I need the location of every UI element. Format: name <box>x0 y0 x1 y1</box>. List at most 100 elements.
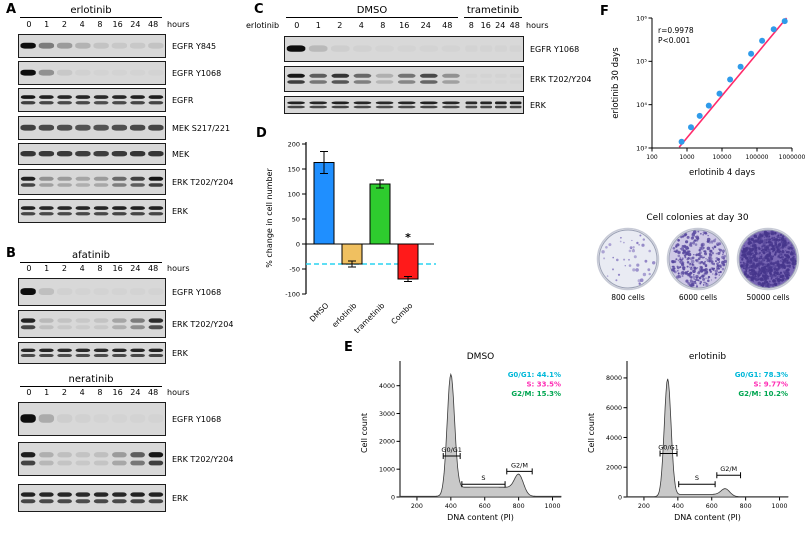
blot-afatinib-egfr-y1068 <box>18 278 166 306</box>
svg-text:S: S <box>481 474 485 482</box>
lane-number: 4 <box>358 21 364 30</box>
blot-c-erk-label: ERK <box>530 100 546 110</box>
panel-c-dmso-lane-numbers: 0 1 2 4 8 16 24 48 <box>286 21 458 31</box>
svg-text:400: 400 <box>445 503 457 510</box>
svg-text:10⁵: 10⁵ <box>636 58 647 66</box>
blot-bands <box>20 288 55 296</box>
blot-bands <box>20 492 164 504</box>
lane-number: 48 <box>148 264 159 273</box>
blot-a-mek-s217-221-label: MEK S217/221 <box>172 123 231 133</box>
svg-text:DNA content (PI): DNA content (PI) <box>674 513 741 522</box>
blot-neratinib-egfr-y1068 <box>18 402 166 436</box>
svg-text:r=0.9978: r=0.9978 <box>658 26 694 35</box>
svg-text:3000: 3000 <box>379 411 395 418</box>
lane-number: 24 <box>130 264 141 273</box>
panel-c-hours-label: hours <box>526 21 549 30</box>
lane-number: 48 <box>148 388 159 397</box>
blot-a-egfr-y845 <box>18 34 166 58</box>
svg-text:8000: 8000 <box>606 375 622 382</box>
blot-bands-trametinib <box>464 67 523 91</box>
lane-number: 1 <box>315 21 321 30</box>
cell-number-bar-chart: -100 -50 0 50 100 150 200 DMSO erlotinibtrametin… <box>265 141 436 335</box>
blot-neratinib-egfr-y1068-label: EGFR Y1068 <box>172 414 222 424</box>
blot-a-erk <box>18 199 166 223</box>
svg-text:2000: 2000 <box>379 439 395 446</box>
svg-text:S: 9.77%: S: 9.77% <box>753 381 788 389</box>
svg-text:4000: 4000 <box>379 383 395 390</box>
panel-a-lane-numbers: 0 1 2 4 8 16 24 48 <box>20 20 162 30</box>
svg-text:6000: 6000 <box>606 405 622 412</box>
lane-number: 24 <box>130 20 141 29</box>
blot-bands-dmso <box>287 101 460 109</box>
colony-label-6000: 6000 cells <box>678 293 718 302</box>
svg-text:1000: 1000 <box>772 503 788 510</box>
lane-number: 16 <box>112 388 123 397</box>
svg-text:200: 200 <box>288 141 300 149</box>
svg-text:0: 0 <box>296 241 300 249</box>
colony-label-50000: 50000 cells <box>746 293 790 302</box>
blot-bands <box>20 318 164 330</box>
svg-text:100: 100 <box>288 191 300 199</box>
blot-a-egfr-y845-label: EGFR Y845 <box>172 41 217 51</box>
colonies-title: Cell colonies at day 30 <box>646 213 749 223</box>
lane-number: 1 <box>44 20 50 29</box>
blot-bands <box>20 452 164 466</box>
svg-text:DMSO: DMSO <box>308 301 331 324</box>
svg-text:DNA content (PI): DNA content (PI) <box>447 513 514 522</box>
svg-text:100: 100 <box>646 154 658 161</box>
lane-number: 8 <box>380 21 386 30</box>
blot-bands <box>20 42 164 49</box>
panel-a-drug-header: erlotinib <box>20 5 162 18</box>
panel-b-neratinib-header: neratinib <box>20 374 162 387</box>
blot-neratinib-erk-label: ERK <box>172 493 188 503</box>
lane-number: 48 <box>509 21 520 30</box>
svg-text:1000000: 1000000 <box>779 154 806 161</box>
blot-bands-trametinib <box>465 101 522 109</box>
svg-text:erlotinib 30 days: erlotinib 30 days <box>611 47 621 119</box>
lane-number: 16 <box>112 264 123 273</box>
svg-text:G2/M: G2/M <box>511 461 528 469</box>
svg-text:200: 200 <box>411 503 423 510</box>
svg-text:% change in cell number: % change in cell number <box>265 168 274 268</box>
svg-text:erlotinib: erlotinib <box>330 301 358 329</box>
svg-text:10000: 10000 <box>712 154 731 161</box>
blot-a-egfr-label: EGFR <box>172 95 194 105</box>
lane-number: 8 <box>97 264 103 273</box>
blot-a-erk-t202-y204-label: ERK T202/Y204 <box>172 177 234 187</box>
panel-c-trametinib-lane-numbers: 8 16 24 48 <box>464 21 522 31</box>
svg-text:10⁴: 10⁴ <box>636 101 647 109</box>
panel-b-afatinib-lane-numbers: 0 1 2 4 8 16 24 48 <box>20 264 162 274</box>
lane-number: 2 <box>61 264 67 273</box>
svg-text:G2/M: 10.2%: G2/M: 10.2% <box>738 390 788 398</box>
lane-number: 8 <box>97 20 103 29</box>
lane-number: 48 <box>148 20 159 29</box>
panel-b-label: B <box>6 246 16 261</box>
lane-number: 0 <box>26 388 32 397</box>
svg-text:1000: 1000 <box>545 503 561 510</box>
lane-number: 1 <box>44 264 50 273</box>
colony-image-6000-cells <box>666 227 730 291</box>
lane-number: 1 <box>44 388 50 397</box>
lane-number: 48 <box>442 21 453 30</box>
blot-c-erk-t202-y204 <box>284 66 524 92</box>
svg-text:Cell count: Cell count <box>587 413 596 453</box>
blot-neratinib-erk <box>18 484 166 512</box>
svg-text:-50: -50 <box>289 266 300 274</box>
blot-bands <box>20 206 164 216</box>
panel-c-row-label: erlotinib <box>246 21 280 30</box>
svg-text:erlotinib: erlotinib <box>689 352 726 362</box>
svg-text:600: 600 <box>479 503 491 510</box>
blot-afatinib-erk-t202-y204-label: ERK T202/Y204 <box>172 319 234 329</box>
svg-text:600: 600 <box>706 503 718 510</box>
blot-bands-dmso <box>287 73 460 84</box>
lane-number: 0 <box>294 21 300 30</box>
svg-text:Combo: Combo <box>389 301 414 326</box>
blot-c-erk-t202-y204-label: ERK T202/Y204 <box>530 74 592 84</box>
svg-text:400: 400 <box>672 503 684 510</box>
svg-text:erlotinib 4 days: erlotinib 4 days <box>689 168 756 178</box>
blot-afatinib-erk-label: ERK <box>172 348 188 358</box>
lane-number: 4 <box>79 20 85 29</box>
correlation-scatter-plot: 100 1000 10000 100000 1000000 10³ 10⁴ 10⁵ 10⁶ r=0… <box>611 14 806 178</box>
svg-text:2000: 2000 <box>606 465 622 472</box>
blot-bands-trametinib <box>464 37 523 61</box>
